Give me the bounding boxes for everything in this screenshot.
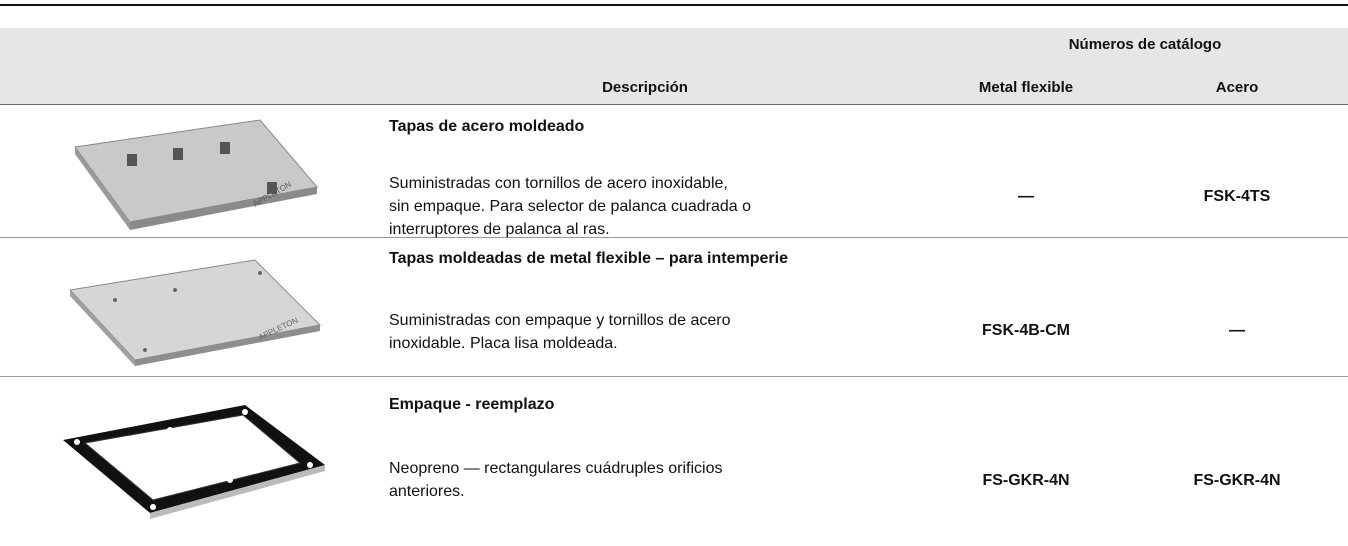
product-image: APPLETON: [68, 259, 322, 366]
catalog-number: FS-GKR-4N: [1193, 472, 1281, 489]
column-header: Metal flexible: [978, 79, 1074, 96]
row-description: Neopreno — rectangulares cuádruples orif…: [389, 460, 723, 477]
header-band: [0, 28, 1348, 104]
catalog-number: —: [1018, 188, 1034, 205]
column-header: Descripción: [602, 79, 688, 96]
row-description: Suministradas con empaque y tornillos de…: [389, 312, 731, 329]
row-description: anteriores.: [389, 483, 465, 500]
catalog-number: FSK-4TS: [1203, 188, 1271, 205]
row-description: sin empaque. Para selector de palanca cu…: [389, 198, 752, 215]
row-separator: [0, 376, 1348, 377]
product-image: APPLETON: [74, 119, 318, 230]
row-title: Empaque - reemplazo: [389, 396, 555, 413]
catalog-number: FSK-4B-CM: [982, 322, 1070, 339]
catalog-number: FS-GKR-4N: [982, 472, 1070, 489]
group-label: Números de catálogo: [1068, 36, 1222, 53]
catalog-number: —: [1229, 322, 1245, 339]
row-description: interruptores de palanca al ras.: [389, 221, 610, 238]
header-rule: [0, 104, 1348, 105]
row-description: Suministradas con tornillos de acero ino…: [389, 175, 728, 192]
row-title: Tapas moldeadas de metal flexible – para…: [389, 250, 788, 267]
row-separator: [0, 237, 1348, 238]
top-rule: [0, 4, 1348, 6]
product-image: [63, 405, 325, 519]
column-header: Acero: [1215, 79, 1259, 96]
row-description: inoxidable. Placa lisa moldeada.: [389, 335, 618, 352]
row-title: Tapas de acero moldeado: [389, 118, 585, 135]
